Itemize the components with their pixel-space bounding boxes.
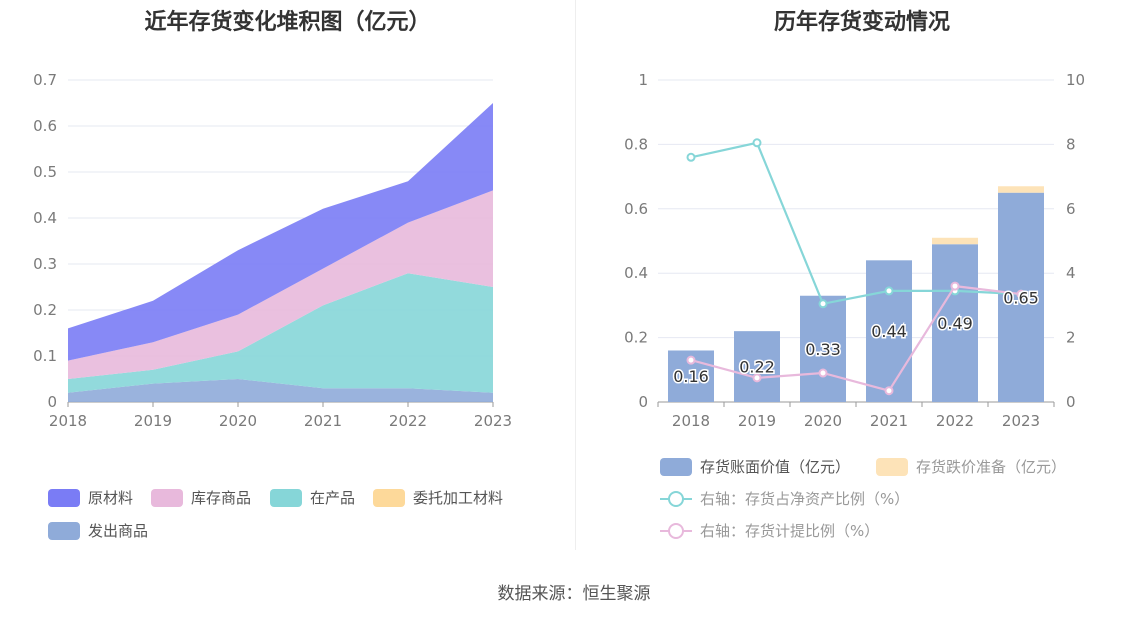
legend-swatch-consigned-materials bbox=[373, 488, 405, 507]
line-point-0-3 bbox=[884, 286, 894, 296]
line-point-1-3 bbox=[884, 386, 894, 396]
area-series-0 bbox=[68, 379, 493, 402]
legend-swatch-net-asset-ratio bbox=[660, 490, 692, 508]
inventory-change-chart-panel: 历年存货变动情况 0 0.2 0.4 0.6 0.8 1 0 2 4 6 8 10 2018 2019 20… bbox=[576, 0, 1148, 560]
x-tick-label: 2019 bbox=[738, 412, 776, 430]
legend-label-work-in-progress: 在产品 bbox=[310, 489, 356, 507]
line-series-0 bbox=[690, 141, 1022, 306]
x-tick-label: 2020 bbox=[219, 412, 257, 430]
y-tick-label: 0.2 bbox=[33, 301, 57, 319]
legend-label-book-value: 存货账面价值（亿元） bbox=[700, 458, 851, 476]
line-point-1-5 bbox=[1016, 289, 1026, 299]
legend-swatch-provision-ratio bbox=[660, 522, 692, 540]
y-left-tick-label: 0.6 bbox=[624, 200, 648, 218]
y-left-tick-label: 0.4 bbox=[624, 264, 648, 282]
x-tick-label: 2022 bbox=[389, 412, 427, 430]
line-point-0-1 bbox=[752, 138, 762, 148]
line-point-1-0 bbox=[686, 355, 696, 365]
area-series-4 bbox=[68, 103, 493, 361]
legend-item-finished-goods[interactable]: 库存商品 bbox=[151, 487, 251, 508]
bar-series-1-4 bbox=[932, 237, 978, 245]
y-tick-label: 0 bbox=[47, 393, 57, 411]
legend-swatch-finished-goods bbox=[151, 488, 183, 507]
y-left-tick-label: 0.8 bbox=[624, 135, 648, 153]
x-tick-label: 2021 bbox=[870, 412, 908, 430]
legend-swatch-work-in-progress bbox=[270, 488, 302, 507]
bar-value-label: 0.49 bbox=[937, 314, 973, 333]
legend-swatch-impairment-reserve bbox=[876, 457, 908, 476]
bar-value-label: 0.44 bbox=[871, 322, 907, 341]
legend-item-net-asset-ratio[interactable]: 右轴：存货占净资产比例（%） bbox=[660, 488, 909, 509]
bar-value-label: 0.22 bbox=[739, 358, 775, 377]
y-left-tick-label: 0 bbox=[638, 393, 648, 411]
data-source-note: 数据来源：恒生聚源 bbox=[497, 584, 651, 604]
right-chart-legend: 存货账面价值（亿元） 存货跌价准备（亿元） 右轴：存货占净资产比例（%） 右轴：… bbox=[576, 0, 1148, 560]
left-chart-legend: 原材料 库存商品 在产品 委托加工材料 发出商品 bbox=[0, 0, 575, 560]
legend-item-raw-materials[interactable]: 原材料 bbox=[48, 487, 133, 508]
bar-value-label: 0.33 bbox=[805, 340, 841, 359]
left-chart-title: 近年存货变化堆积图（亿元） bbox=[144, 10, 431, 35]
bar-series-0-2 bbox=[800, 295, 846, 402]
bar-series-0-1 bbox=[734, 331, 780, 402]
line-series-1 bbox=[690, 284, 1022, 392]
legend-item-provision-ratio[interactable]: 右轴：存货计提比例（%） bbox=[660, 520, 879, 541]
y-right-tick-label: 2 bbox=[1066, 329, 1076, 347]
bar-value-label: 0.65 bbox=[1003, 288, 1039, 307]
y-right-tick-label: 0 bbox=[1066, 393, 1076, 411]
x-tick-label: 2018 bbox=[49, 412, 87, 430]
legend-label-raw-materials: 原材料 bbox=[88, 489, 134, 507]
y-tick-label: 0.1 bbox=[33, 347, 57, 365]
y-right-tick-label: 8 bbox=[1066, 135, 1076, 153]
area-series-2 bbox=[68, 273, 493, 393]
x-tick-label: 2023 bbox=[1002, 412, 1040, 430]
x-tick-label: 2023 bbox=[474, 412, 512, 430]
y-tick-label: 0.3 bbox=[33, 255, 57, 273]
legend-item-consigned-materials[interactable]: 委托加工材料 bbox=[373, 487, 503, 508]
bar-series-1-5 bbox=[998, 186, 1044, 193]
legend-label-goods-shipped: 发出商品 bbox=[88, 522, 149, 540]
bar-series-0-3 bbox=[866, 260, 912, 402]
y-tick-label: 0.7 bbox=[33, 71, 57, 89]
y-left-tick-label: 0.2 bbox=[624, 329, 648, 347]
x-tick-label: 2022 bbox=[936, 412, 974, 430]
x-tick-label: 2021 bbox=[304, 412, 342, 430]
legend-label-finished-goods: 库存商品 bbox=[191, 489, 252, 507]
legend-swatch-book-value bbox=[660, 457, 692, 476]
x-tick-label: 2020 bbox=[804, 412, 842, 430]
y-right-tick-label: 10 bbox=[1066, 71, 1085, 89]
line-point-0-0 bbox=[686, 152, 696, 162]
line-point-1-2 bbox=[818, 368, 828, 378]
legend-label-provision-ratio: 右轴：存货计提比例（%） bbox=[700, 522, 880, 540]
y-tick-label: 0.5 bbox=[33, 163, 57, 181]
bar-series-0-4 bbox=[932, 244, 978, 402]
x-tick-label: 2019 bbox=[134, 412, 172, 430]
stacked-area-chart-panel: 近年存货变化堆积图（亿元） 0 0.1 0.2 0.3 0.4 0.5 0.6 0.7 2018… bbox=[0, 0, 575, 560]
bar-value-label: 0.16 bbox=[673, 367, 709, 386]
line-point-1-1 bbox=[752, 373, 762, 383]
y-right-tick-label: 6 bbox=[1066, 200, 1076, 218]
area-series-3 bbox=[68, 190, 493, 379]
legend-label-consigned-materials: 委托加工材料 bbox=[413, 489, 504, 507]
stacked-area-chart: 0 0.1 0.2 0.3 0.4 0.5 0.6 0.7 2018 2019 2020 2021 20… bbox=[33, 71, 512, 430]
legend-swatch-raw-materials bbox=[48, 488, 80, 507]
line-point-0-2 bbox=[818, 299, 828, 309]
x-tick-label: 2018 bbox=[672, 412, 710, 430]
legend-item-goods-shipped[interactable]: 发出商品 bbox=[48, 520, 148, 541]
legend-label-net-asset-ratio: 右轴：存货占净资产比例（%） bbox=[700, 490, 910, 508]
legend-item-work-in-progress[interactable]: 在产品 bbox=[270, 487, 355, 508]
y-right-tick-label: 4 bbox=[1066, 264, 1076, 282]
y-left-tick-label: 1 bbox=[638, 71, 648, 89]
y-tick-label: 0.4 bbox=[33, 209, 57, 227]
line-point-1-4 bbox=[950, 281, 960, 291]
legend-item-impairment-reserve[interactable]: 存货跌价准备（亿元） bbox=[876, 456, 1066, 477]
legend-swatch-goods-shipped bbox=[48, 521, 80, 540]
legend-label-impairment-reserve: 存货跌价准备（亿元） bbox=[916, 458, 1067, 476]
panel-divider bbox=[575, 0, 576, 550]
y-tick-label: 0.6 bbox=[33, 117, 57, 135]
legend-item-book-value[interactable]: 存货账面价值（亿元） bbox=[660, 456, 850, 477]
right-chart-title: 历年存货变动情况 bbox=[773, 10, 950, 35]
